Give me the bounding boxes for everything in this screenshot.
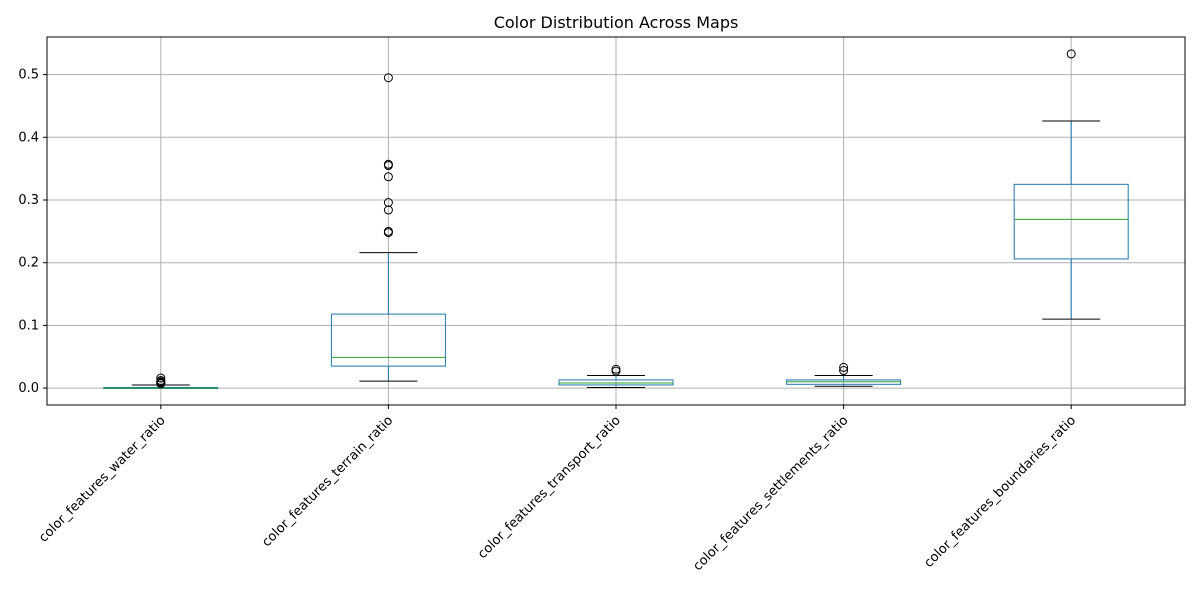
- outlier-point: [1066, 49, 1076, 59]
- outlier-point: [383, 73, 393, 83]
- x-tick-label: color_features_boundaries_ratio: [921, 413, 1079, 571]
- y-tick-label: 0.5: [18, 68, 39, 83]
- iqr-box: [558, 379, 674, 386]
- outlier-point: [156, 373, 166, 383]
- box-group: [786, 362, 902, 387]
- grid-layer: [47, 37, 1185, 405]
- outlier-point: [839, 366, 849, 376]
- plot-frame: [46, 36, 1186, 406]
- outlier-point: [383, 205, 393, 215]
- iqr-box: [330, 313, 446, 367]
- box-group: [103, 373, 219, 389]
- outlier-point: [156, 379, 166, 389]
- x-tick-label: color_features_terrain_ratio: [259, 413, 396, 550]
- outlier-point: [383, 172, 393, 182]
- outlier-point: [383, 228, 393, 238]
- outlier-point: [611, 366, 621, 376]
- box-layer: [103, 49, 1129, 389]
- y-tick-label: 0.1: [18, 318, 39, 333]
- y-tick-label: 0.4: [18, 130, 39, 145]
- x-axis: color_features_water_ratio color_features…: [36, 405, 1079, 574]
- iqr-box: [1013, 183, 1129, 260]
- y-tick-label: 0.0: [18, 381, 39, 396]
- y-tick-label: 0.2: [18, 256, 39, 271]
- y-tick-label: 0.3: [18, 193, 39, 208]
- x-tick-label: color_features_water_ratio: [36, 413, 168, 545]
- x-tick-label: color_features_transport_ratio: [475, 413, 624, 562]
- y-axis: 0.0 0.1 0.2 0.3 0.4 0.5: [18, 68, 47, 396]
- outlier-point: [383, 161, 393, 171]
- chart-title: Color Distribution Across Maps: [494, 13, 739, 32]
- box-group: [558, 364, 674, 388]
- outlier-point: [839, 362, 849, 372]
- box-group: [1013, 49, 1129, 320]
- box-group: [330, 73, 446, 382]
- x-tick-label: color_features_settlements_ratio: [691, 413, 852, 574]
